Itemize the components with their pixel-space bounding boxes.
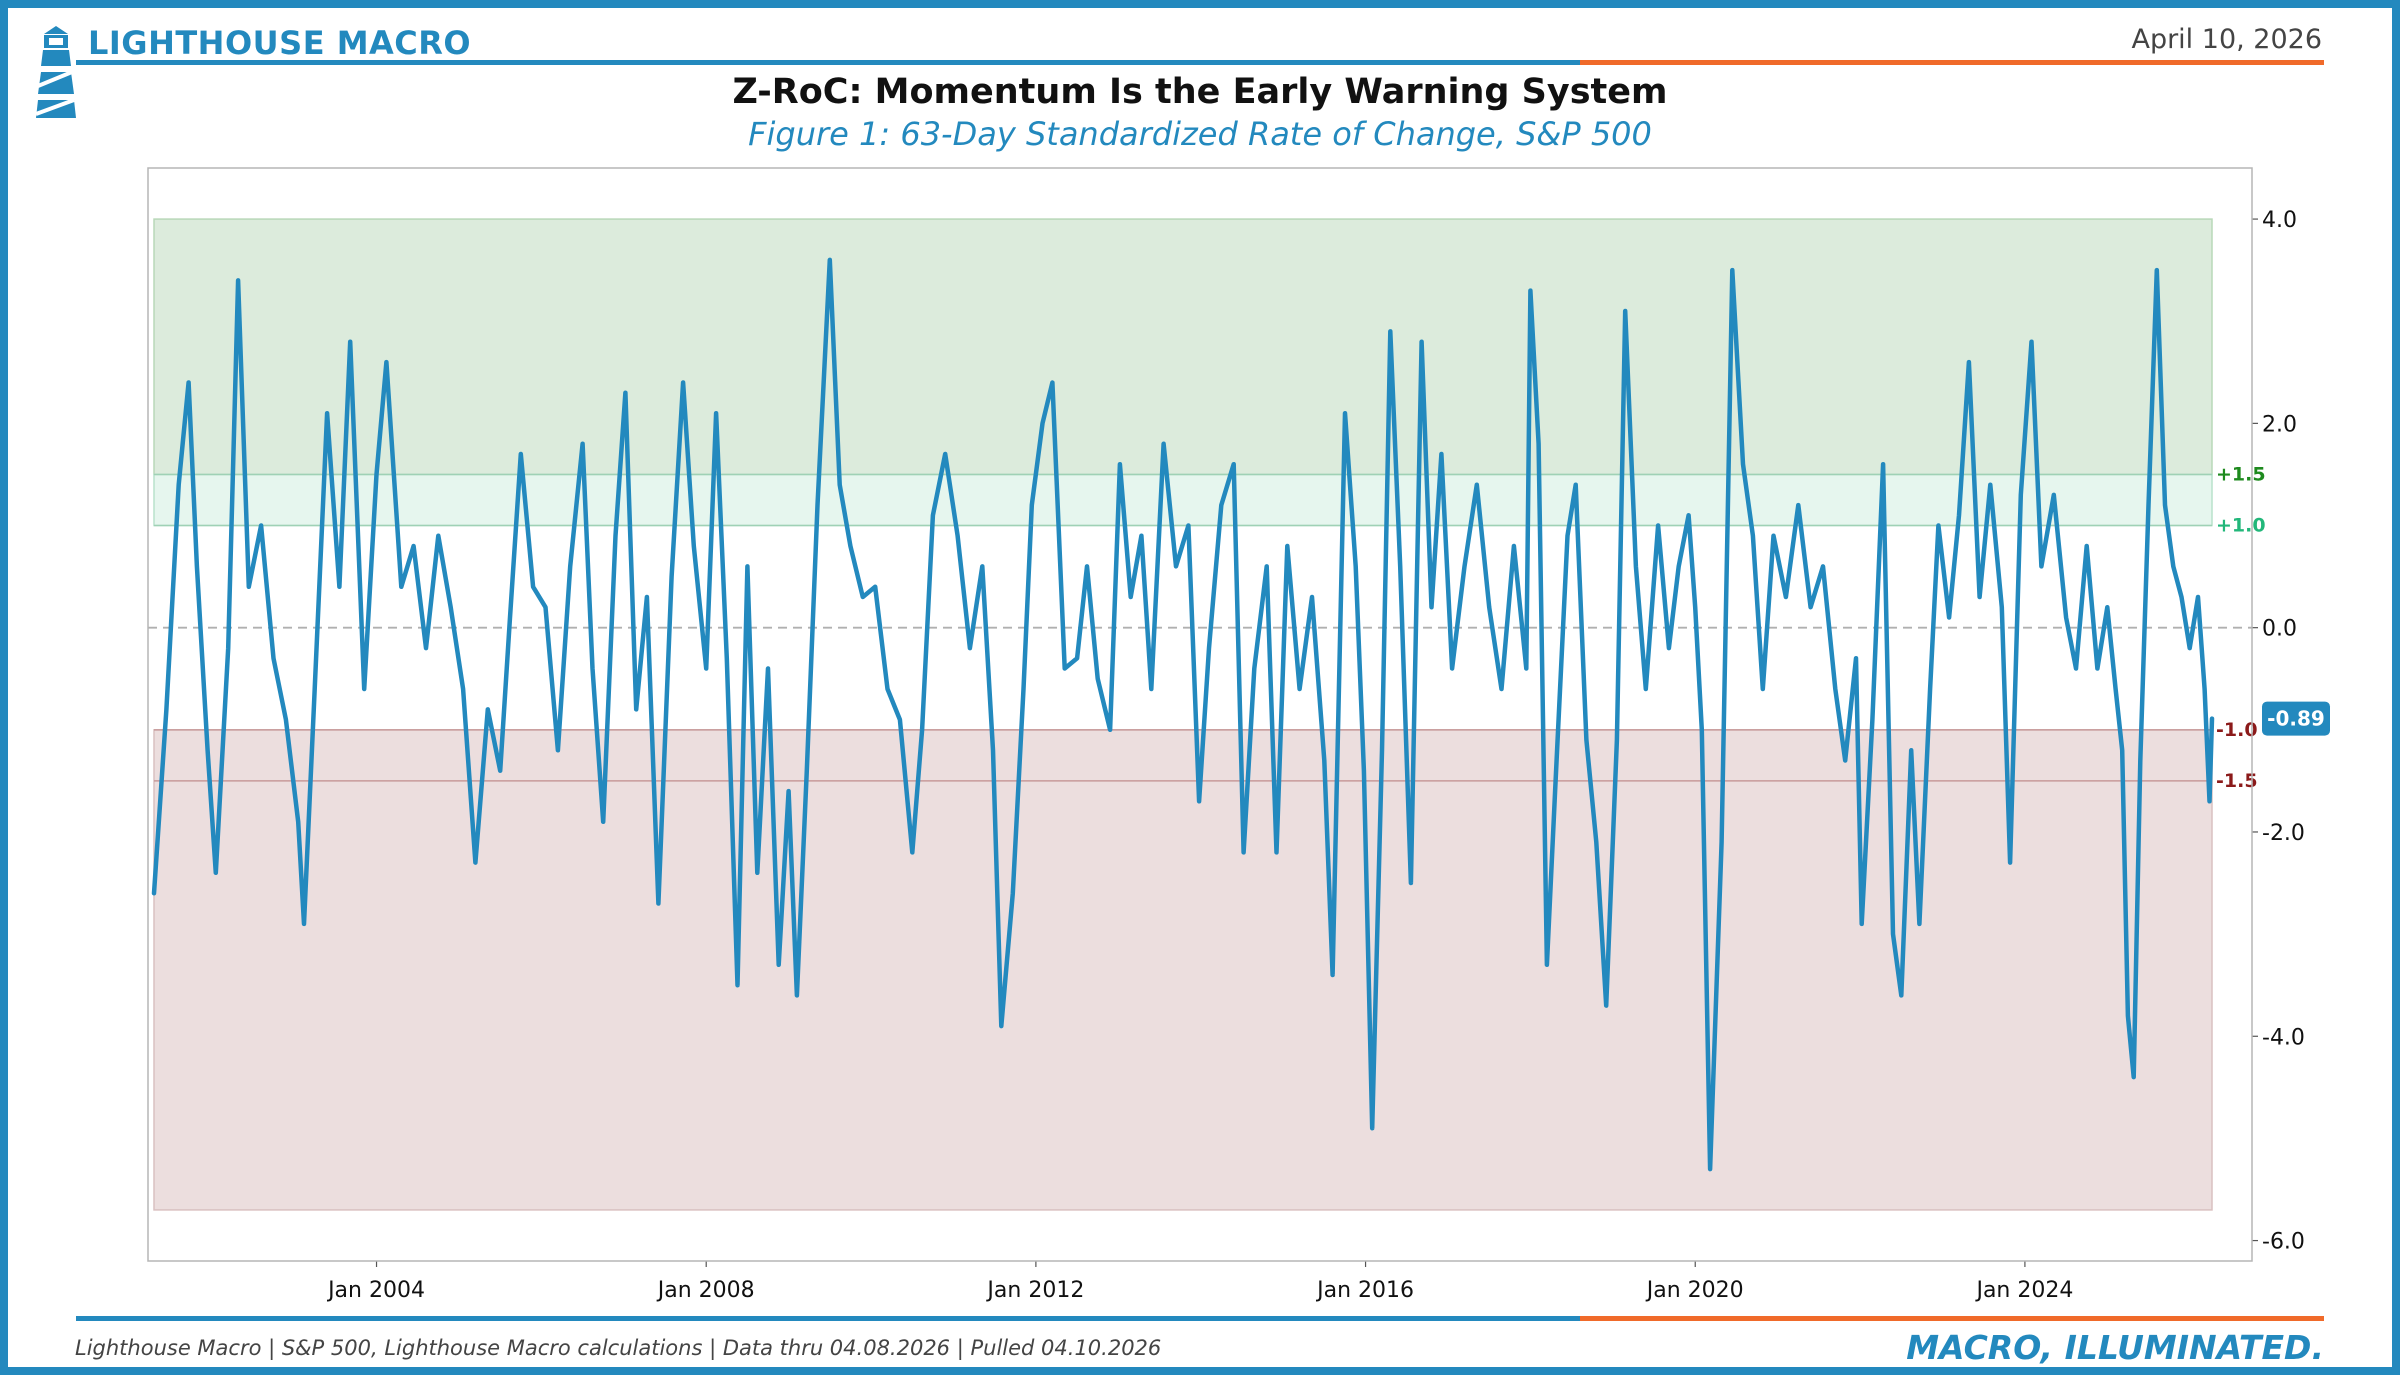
threshold-label: -1.0: [2216, 719, 2258, 741]
last-value-label: -0.89: [2267, 707, 2325, 731]
zroc-series-line: [151, 257, 2215, 1172]
threshold-label: -1.5: [2216, 770, 2258, 792]
footer-rule-orange: [1580, 1316, 2324, 1321]
zone-bull-inner: [153, 473, 2213, 527]
x-tick-label: Jan 2004: [326, 1278, 425, 1303]
x-tick-label: Jan 2020: [1645, 1278, 1744, 1303]
last-value-badge-bg: [2262, 701, 2330, 736]
header-rule-blue: [76, 60, 1580, 65]
header-rule-orange: [1580, 60, 2324, 65]
tagline: MACRO, ILLUMINATED.: [1906, 1328, 2324, 1367]
plot-frame: [147, 167, 2253, 1262]
lighthouse-icon: [35, 26, 76, 124]
brand-name: LIGHTHOUSE MACRO: [88, 24, 472, 62]
chart-subtitle: Figure 1: 63-Day Standardized Rate of Ch…: [748, 115, 1652, 153]
threshold-label: +1.5: [2216, 463, 2266, 485]
x-tick-label: Jan 2024: [1974, 1278, 2073, 1303]
y-tick-label: 2.0: [2262, 412, 2297, 437]
chart-title: Z-RoC: Momentum Is the Early Warning Sys…: [732, 72, 1668, 112]
x-tick-label: Jan 2012: [985, 1278, 1084, 1303]
y-tick-label: -2.0: [2262, 821, 2305, 846]
y-tick-label: 4.0: [2262, 208, 2297, 233]
y-tick-label: -4.0: [2262, 1025, 2305, 1050]
y-tick-label: -6.0: [2262, 1230, 2305, 1255]
x-tick-label: Jan 2016: [1315, 1278, 1414, 1303]
x-tick-label: Jan 2008: [656, 1278, 755, 1303]
y-tick-label: 0.0: [2262, 617, 2297, 642]
threshold-label: +1.0: [2216, 515, 2266, 537]
source-note: Lighthouse Macro | S&P 500, Lighthouse M…: [75, 1336, 1162, 1360]
report-date: April 10, 2026: [2131, 24, 2322, 55]
zone-bull: [153, 218, 2213, 476]
footer-rule-blue: [76, 1316, 1580, 1321]
last-value-badge: -0.89: [2262, 701, 2330, 736]
